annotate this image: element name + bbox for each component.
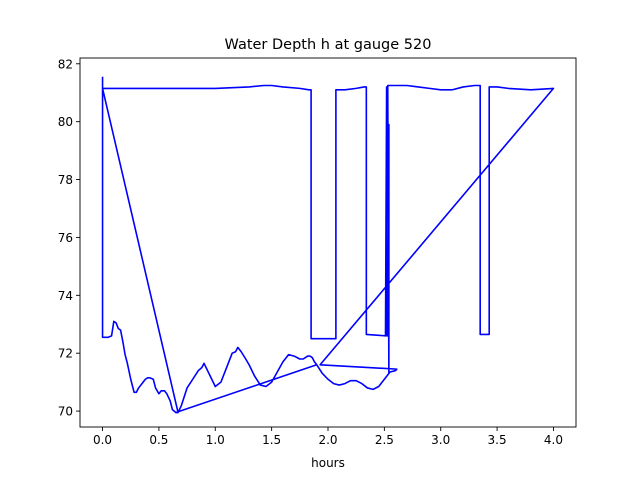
y-tick-label: 70 <box>58 405 73 419</box>
y-axis-ticks: 70 72 74 76 78 80 82 <box>58 57 80 419</box>
chart-title: Water Depth h at gauge 520 <box>225 37 432 53</box>
x-axis-ticks: 0.0 0.5 1.0 1.5 2.0 2.5 3.0 3.5 4.0 <box>93 427 563 447</box>
y-tick-label: 78 <box>58 173 73 187</box>
y-tick-label: 72 <box>58 347 73 361</box>
plot-frame <box>79 57 577 428</box>
x-axis-label: hours <box>311 456 345 470</box>
x-tick-label: 2.5 <box>375 433 394 447</box>
y-tick-label: 76 <box>58 231 73 245</box>
x-tick-label: 1.5 <box>262 433 281 447</box>
x-tick-label: 0.0 <box>93 433 112 447</box>
x-tick-label: 1.0 <box>206 433 225 447</box>
y-tick-label: 82 <box>58 57 73 71</box>
x-tick-label: 2.0 <box>318 433 337 447</box>
x-tick-label: 3.5 <box>488 433 507 447</box>
plot-area <box>101 76 555 414</box>
x-tick-label: 0.5 <box>149 433 168 447</box>
x-tick-label: 3.0 <box>431 433 450 447</box>
series-line <box>101 76 555 414</box>
y-tick-label: 74 <box>58 289 73 303</box>
x-tick-label: 4.0 <box>544 433 563 447</box>
y-tick-label: 80 <box>58 115 73 129</box>
